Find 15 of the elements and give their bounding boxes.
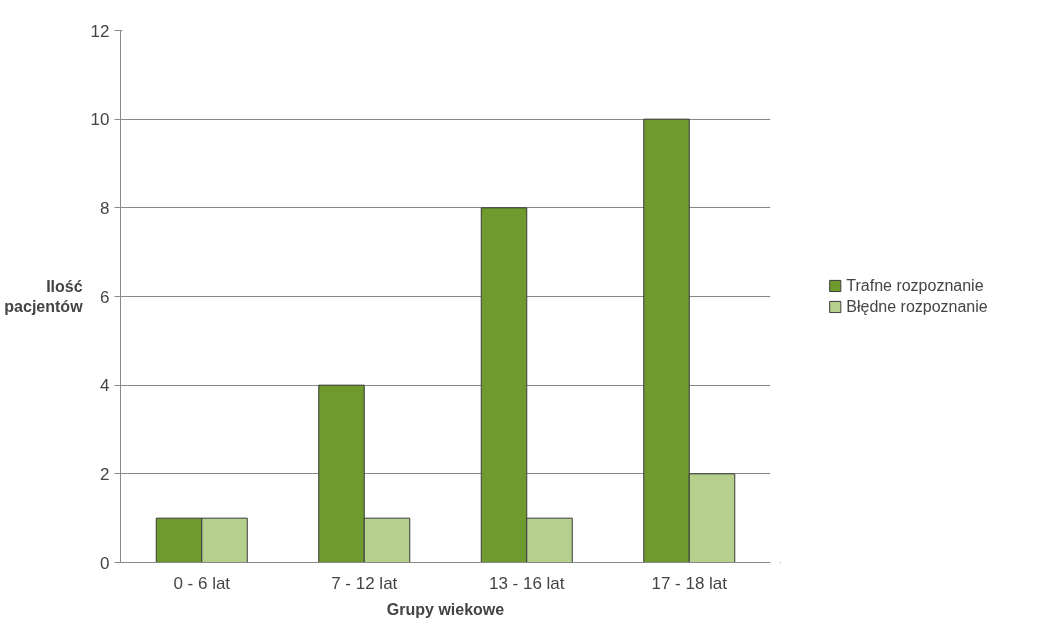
- x-tick-label: 13 - 16 lat: [488, 573, 565, 593]
- y-axis-title: Ilość pacjentów: [4, 277, 84, 316]
- y-tick-label: 12: [90, 21, 110, 41]
- y-tick-label: 0: [100, 553, 110, 573]
- x-tick-label: 7 - 12 lat: [331, 573, 398, 593]
- y-tick-label: 10: [90, 110, 110, 130]
- y-tick-label: 8: [100, 198, 110, 218]
- x-tick-label: 0 - 6 lat: [173, 573, 231, 593]
- y-tick-label: 6: [100, 287, 110, 307]
- legend-label: Trafne rozpoznanie: [846, 276, 984, 295]
- x-axis-title: Grupy wiekowe: [386, 600, 505, 618]
- y-tick-label: 4: [100, 376, 110, 396]
- x-tick-label: 17 - 18 lat: [651, 573, 728, 593]
- legend-label: Błędne rozpoznanie: [846, 297, 988, 316]
- y-tick-label: 2: [100, 464, 110, 484]
